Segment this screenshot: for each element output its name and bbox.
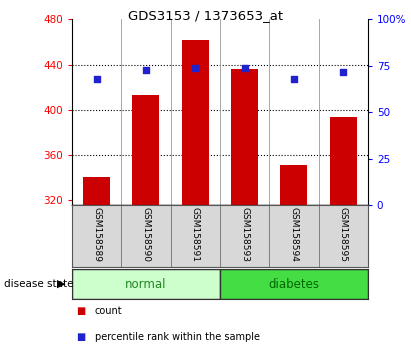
Point (192, 65, 199, 71)
Text: GSM158593: GSM158593 (240, 207, 249, 262)
Bar (72, 269, 220, 299)
Point (93, 76, 100, 82)
Text: disease state: disease state (4, 279, 74, 289)
Text: GSM158589: GSM158589 (92, 207, 101, 262)
Text: GSM158591: GSM158591 (191, 207, 200, 262)
Text: GSM158594: GSM158594 (289, 207, 298, 262)
Text: diabetes: diabetes (268, 278, 319, 291)
Bar (220, 205, 269, 267)
Bar (269, 205, 319, 267)
Text: GDS3153 / 1373653_at: GDS3153 / 1373653_at (128, 9, 283, 22)
Bar (132, 95, 159, 205)
Bar (280, 165, 307, 205)
Text: ▶: ▶ (58, 279, 66, 289)
Bar (83, 177, 110, 205)
Text: GSM158590: GSM158590 (141, 207, 150, 262)
Text: normal: normal (125, 278, 166, 291)
Text: percentile rank within the sample: percentile rank within the sample (95, 332, 259, 342)
Point (291, 76, 297, 82)
Text: ■: ■ (76, 306, 85, 316)
Text: GSM158595: GSM158595 (339, 207, 348, 262)
Bar (121, 205, 171, 267)
Point (340, 69, 346, 74)
Point (241, 65, 248, 71)
Bar (72, 205, 121, 267)
Bar (231, 69, 258, 205)
Bar (220, 269, 368, 299)
Point (143, 67, 149, 73)
Text: ■: ■ (76, 332, 85, 342)
Bar (171, 205, 220, 267)
Bar (330, 118, 357, 205)
Bar (182, 40, 209, 205)
Text: count: count (95, 306, 122, 316)
Bar (319, 205, 368, 267)
